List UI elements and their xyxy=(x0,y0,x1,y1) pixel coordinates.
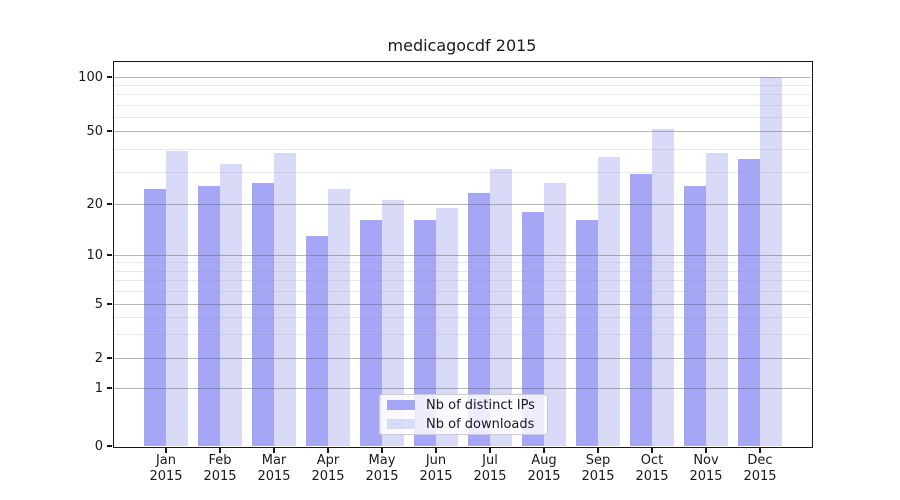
bar-apr-downloads xyxy=(328,189,350,446)
bar-sep-downloads xyxy=(598,157,620,446)
y-tick-label: 5 xyxy=(94,296,103,312)
gridline-minor xyxy=(113,262,811,264)
gridline-minor xyxy=(113,270,811,272)
x-tick-label: Apr 2015 xyxy=(311,453,345,484)
y-tick-mark xyxy=(107,303,112,305)
bar-oct-distinct-ips xyxy=(630,174,652,446)
y-tick-label: 100 xyxy=(78,69,103,85)
bar-jul-downloads xyxy=(490,169,512,446)
legend: Nb of distinct IPs Nb of downloads xyxy=(379,394,548,435)
gridline-minor xyxy=(113,291,811,293)
gridline-major xyxy=(113,131,811,132)
x-tick-mark xyxy=(273,447,275,453)
bar-feb-downloads xyxy=(220,164,242,446)
gridline-minor xyxy=(113,104,811,106)
bar-apr-distinct-ips xyxy=(306,235,328,446)
gridline-major xyxy=(113,358,811,359)
x-tick-mark xyxy=(219,447,221,453)
x-tick-mark xyxy=(543,447,545,453)
bar-may-downloads xyxy=(382,200,404,446)
legend-item-downloads: Nb of downloads xyxy=(380,416,547,432)
x-tick-mark xyxy=(489,447,491,453)
gridline-minor xyxy=(113,317,811,319)
y-tick-label: 1 xyxy=(94,380,103,396)
bar-jun-downloads xyxy=(436,207,458,446)
legend-label-downloads: Nb of downloads xyxy=(426,416,535,432)
bar-jul-distinct-ips xyxy=(468,192,490,446)
legend-label-distinct-ips: Nb of distinct IPs xyxy=(426,397,535,413)
gridline-minor xyxy=(113,148,811,150)
bar-jan-distinct-ips xyxy=(144,189,166,446)
bar-jun-distinct-ips xyxy=(414,220,436,446)
downloads-swatch-icon xyxy=(387,419,415,429)
gridline-minor xyxy=(113,280,811,282)
bar-feb-distinct-ips xyxy=(198,186,220,446)
bar-may-distinct-ips xyxy=(360,220,382,446)
gridline-major xyxy=(113,204,811,205)
gridline-major xyxy=(113,77,811,78)
x-tick-label: Jun 2015 xyxy=(419,453,453,484)
y-tick-label: 20 xyxy=(86,196,103,212)
bar-sep-distinct-ips xyxy=(576,220,598,446)
bar-jan-downloads xyxy=(166,150,188,446)
x-tick-mark xyxy=(705,447,707,453)
x-tick-label: Jul 2015 xyxy=(473,453,507,484)
legend-item-distinct-ips: Nb of distinct IPs xyxy=(380,397,547,413)
gridline-minor xyxy=(113,85,811,87)
x-tick-label: Aug 2015 xyxy=(527,453,561,484)
y-tick-label: 2 xyxy=(94,350,103,366)
gridline-major xyxy=(113,255,811,256)
x-tick-mark xyxy=(381,447,383,453)
y-tick-mark xyxy=(107,254,112,256)
y-tick-mark xyxy=(107,387,112,389)
gridline-minor xyxy=(113,334,811,336)
bar-nov-downloads xyxy=(706,152,728,446)
bar-aug-downloads xyxy=(544,183,566,446)
x-tick-mark xyxy=(597,447,599,453)
y-tick-mark xyxy=(107,203,112,205)
x-tick-mark xyxy=(759,447,761,453)
x-tick-label: May 2015 xyxy=(365,453,399,484)
gridline-minor xyxy=(113,171,811,173)
bar-dec-downloads xyxy=(760,77,782,446)
y-tick-label: 10 xyxy=(86,247,103,263)
y-tick-label: 0 xyxy=(94,438,103,454)
y-tick-mark xyxy=(107,357,112,359)
x-tick-label: Sep 2015 xyxy=(581,453,615,484)
x-tick-label: Oct 2015 xyxy=(635,453,669,484)
bar-mar-distinct-ips xyxy=(252,183,274,446)
x-tick-mark xyxy=(327,447,329,453)
x-tick-label: Mar 2015 xyxy=(257,453,291,484)
chart-title: medicagocdf 2015 xyxy=(387,36,537,55)
x-tick-mark xyxy=(651,447,653,453)
y-tick-label: 50 xyxy=(86,123,103,139)
bar-nov-distinct-ips xyxy=(684,186,706,446)
y-tick-mark xyxy=(107,130,112,132)
bar-dec-distinct-ips xyxy=(738,159,760,446)
y-tick-mark xyxy=(107,76,112,78)
x-tick-mark xyxy=(435,447,437,453)
bar-oct-downloads xyxy=(652,129,674,446)
y-tick-mark xyxy=(107,445,112,447)
bar-aug-distinct-ips xyxy=(522,211,544,446)
bar-mar-downloads xyxy=(274,152,296,446)
gridline-major xyxy=(113,304,811,305)
gridline-minor xyxy=(113,94,811,96)
x-tick-label: Jan 2015 xyxy=(149,453,183,484)
x-tick-label: Dec 2015 xyxy=(743,453,777,484)
gridline-major xyxy=(113,388,811,389)
distinct-ips-swatch-icon xyxy=(387,400,415,410)
x-tick-label: Nov 2015 xyxy=(689,453,723,484)
x-tick-label: Feb 2015 xyxy=(203,453,237,484)
x-tick-mark xyxy=(165,447,167,453)
gridline-minor xyxy=(113,116,811,118)
